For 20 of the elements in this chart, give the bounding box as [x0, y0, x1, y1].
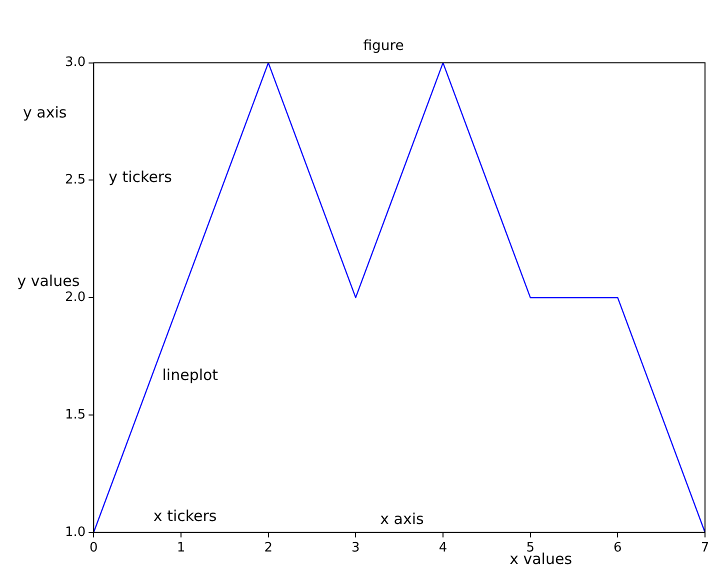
annotation: x axis [380, 510, 424, 528]
y-tick-label: 2.0 [64, 290, 86, 305]
x-tick-label: 1 [176, 540, 186, 556]
x-tick-label: 0 [90, 540, 98, 556]
x-tick-label: 4 [438, 540, 448, 556]
x-tick-label: 5 [526, 540, 534, 556]
y-tick-label: 2.5 [64, 172, 86, 188]
y-axis-title: y values [17, 272, 80, 290]
y-tick-label: 1.0 [64, 524, 86, 540]
y-tick-label: 1.5 [64, 407, 86, 422]
text: y axis [22, 104, 67, 122]
x-tick-label: 3 [352, 540, 360, 556]
x-tick-label: 7 [700, 540, 710, 556]
annotation: x tickers [153, 507, 217, 526]
x-tick-label: 6 [614, 540, 622, 556]
x-tick-label: 2 [264, 540, 272, 556]
chart-title: figure [363, 38, 404, 54]
annotation: lineplot [162, 366, 218, 384]
y-tick-label: 3.0 [64, 55, 86, 70]
annotation: y tickers [108, 168, 172, 186]
